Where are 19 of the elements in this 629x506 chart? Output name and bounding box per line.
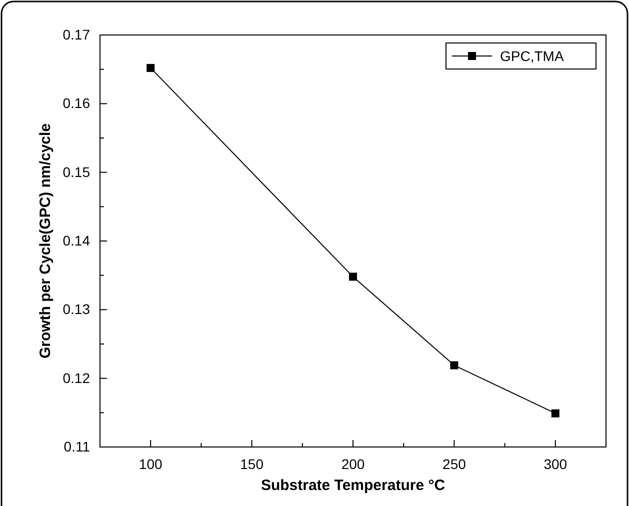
- point: [551, 409, 560, 418]
- x-tick-label: 300: [544, 456, 568, 472]
- x-tick-label: 150: [240, 456, 264, 472]
- y-tick-label: 0.11: [64, 438, 90, 454]
- point: [349, 272, 357, 281]
- x-tick-label: 200: [341, 456, 365, 472]
- legend-label: GPC,TMA: [500, 48, 564, 64]
- x-tick-label: 100: [138, 456, 162, 472]
- x-tick-label: 250: [442, 456, 466, 472]
- y-tick-label: 0.17: [62, 26, 90, 42]
- y-tick-label: 0.12: [62, 370, 90, 386]
- x-axis-title: Substrate Temperature °C: [260, 477, 446, 494]
- point: [450, 361, 458, 370]
- y-axis-title: Growth per Cycle(GPC) nm/cycle: [37, 123, 54, 359]
- y-tick-label: 0.16: [62, 95, 90, 112]
- y-tick-label: 0.13: [62, 301, 90, 318]
- y-tick-label: 0.15: [62, 164, 90, 180]
- y-tick-label: 0.14: [62, 232, 90, 248]
- point: [146, 64, 155, 72]
